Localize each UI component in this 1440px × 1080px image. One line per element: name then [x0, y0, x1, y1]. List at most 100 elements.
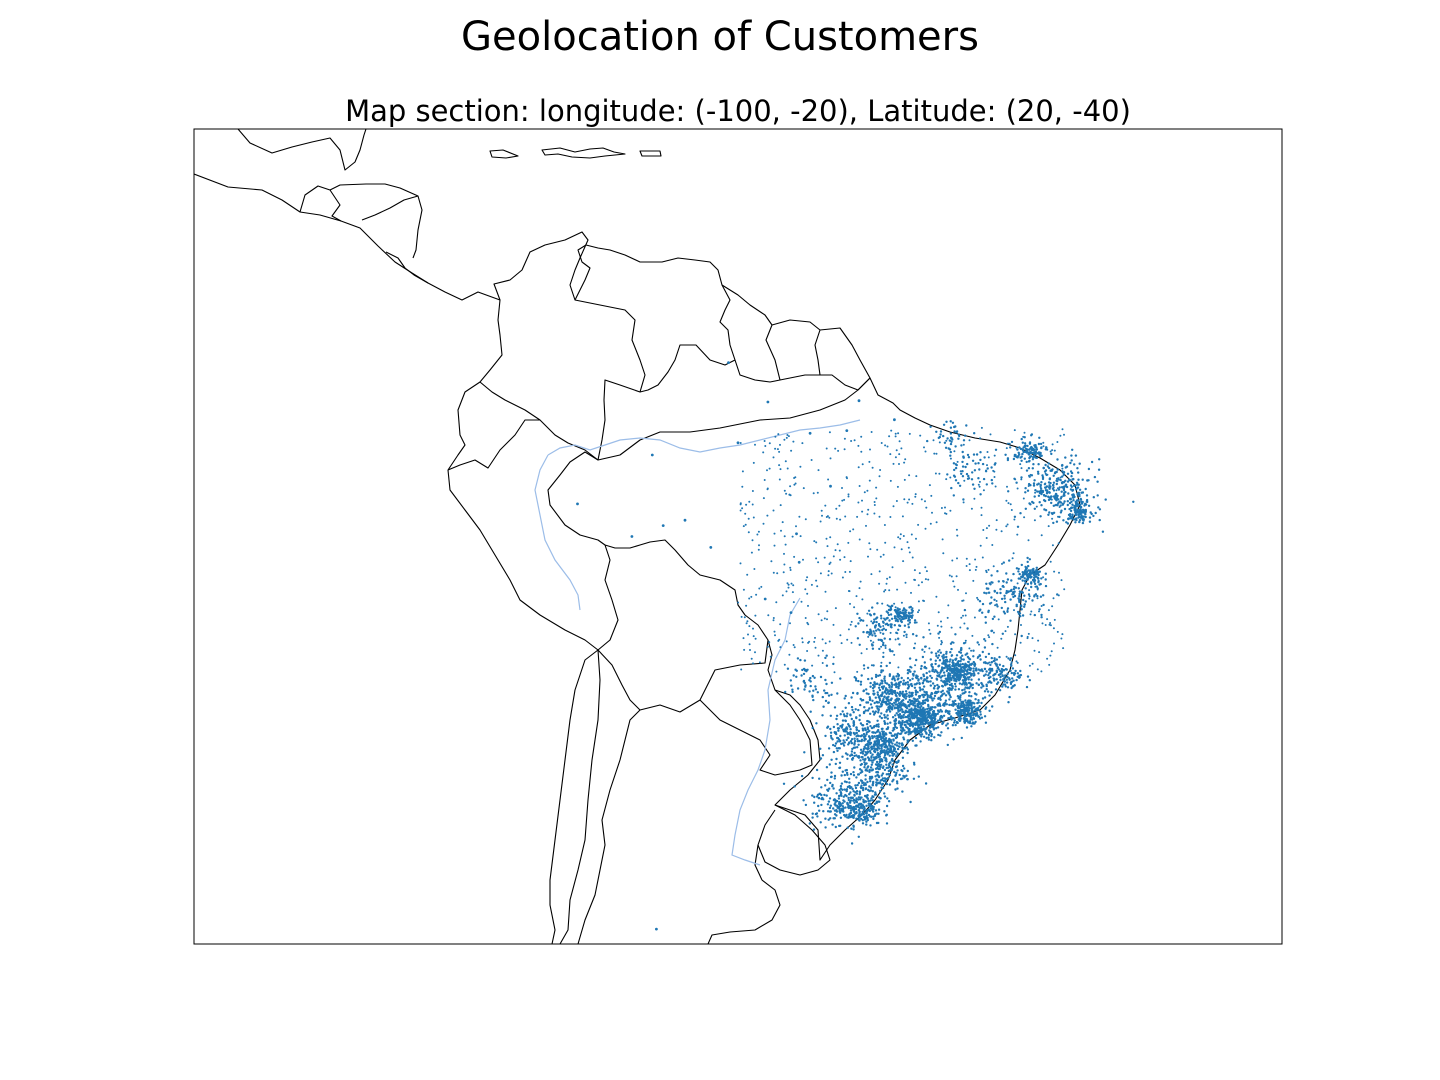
- customer-point: [914, 699, 918, 703]
- customer-point: [833, 777, 836, 780]
- customer-point: [900, 548, 903, 551]
- customer-point: [791, 591, 794, 594]
- customer-point: [863, 758, 866, 761]
- customer-point: [857, 708, 860, 712]
- customer-point: [913, 707, 916, 710]
- customer-point: [920, 730, 923, 734]
- customer-point: [899, 724, 903, 727]
- customer-point: [1071, 448, 1074, 451]
- customer-point: [1032, 484, 1036, 487]
- customer-point: [930, 734, 933, 738]
- customer-point: [944, 512, 946, 515]
- customer-point: [845, 429, 849, 432]
- customer-point: [757, 530, 760, 533]
- customer-point: [930, 693, 933, 696]
- customer-point: [911, 633, 915, 636]
- customer-point: [741, 485, 744, 488]
- customer-point: [950, 626, 953, 629]
- customer-point: [903, 630, 906, 634]
- customer-point: [1062, 502, 1065, 505]
- customer-point: [889, 721, 892, 724]
- customer-point: [1024, 507, 1028, 510]
- customer-point: [961, 689, 964, 692]
- customer-point: [883, 695, 886, 699]
- customer-point: [866, 818, 869, 822]
- customer-point: [1008, 559, 1011, 562]
- customer-point: [859, 722, 863, 725]
- customer-point: [887, 690, 890, 693]
- customer-point: [950, 486, 953, 490]
- customer-point: [896, 678, 899, 681]
- customer-point: [886, 745, 889, 749]
- customer-point: [1056, 458, 1059, 461]
- customer-point: [870, 807, 873, 810]
- customer-point: [808, 690, 811, 693]
- customer-point: [856, 670, 859, 673]
- customer-point: [881, 643, 885, 647]
- customer-point: [930, 697, 933, 700]
- customer-point: [841, 499, 844, 502]
- customer-point: [868, 542, 871, 545]
- customer-point: [1042, 603, 1045, 607]
- customer-point: [878, 688, 882, 692]
- customer-point: [871, 753, 874, 756]
- customer-point: [798, 515, 801, 518]
- customer-point: [858, 587, 861, 590]
- customer-point: [883, 713, 886, 717]
- customer-point: [987, 674, 990, 677]
- customer-point: [988, 524, 991, 527]
- customer-point: [853, 794, 856, 797]
- customer-point: [953, 430, 956, 433]
- customer-point: [817, 561, 820, 564]
- customer-point: [872, 745, 875, 748]
- customer-point: [1016, 661, 1019, 664]
- customer-point: [794, 482, 797, 485]
- customer-point: [887, 695, 890, 698]
- customer-point: [1008, 678, 1011, 681]
- customer-point: [927, 733, 931, 737]
- customer-point: [846, 638, 849, 641]
- customer-point: [888, 605, 890, 608]
- customer-point: [941, 669, 944, 672]
- customer-point: [1034, 489, 1037, 492]
- customer-point: [745, 503, 748, 506]
- customer-point: [945, 658, 948, 661]
- customer-point: [961, 460, 964, 464]
- customer-point: [839, 677, 842, 680]
- customer-point: [836, 723, 839, 726]
- customer-point: [953, 585, 956, 588]
- customer-point: [1030, 585, 1033, 589]
- customer-point: [859, 751, 863, 754]
- customer-point: [980, 506, 983, 509]
- customer-point: [1012, 552, 1015, 555]
- customer-point: [957, 718, 960, 721]
- customer-point: [1039, 515, 1042, 518]
- customer-point: [803, 751, 806, 754]
- customer-point: [993, 589, 996, 593]
- customer-point: [823, 689, 826, 692]
- customer-point: [1024, 600, 1028, 603]
- customer-point: [984, 615, 987, 619]
- customer-point: [1044, 572, 1048, 575]
- customer-point: [978, 717, 982, 720]
- customer-point: [990, 681, 993, 684]
- customer-point: [989, 583, 992, 586]
- customer-point: [949, 432, 953, 435]
- customer-point: [1056, 504, 1059, 507]
- customer-point: [893, 679, 897, 682]
- customer-point: [867, 555, 869, 558]
- customer-point: [969, 718, 972, 721]
- customer-point: [773, 630, 776, 633]
- customer-point: [1033, 507, 1037, 510]
- customer-point: [981, 602, 985, 606]
- customer-point: [972, 649, 975, 652]
- customer-point: [888, 769, 892, 772]
- customer-point: [950, 440, 953, 443]
- customer-point: [941, 655, 944, 658]
- customer-point: [880, 442, 883, 444]
- customer-point: [874, 775, 877, 778]
- customer-point: [858, 793, 861, 796]
- customer-point: [917, 584, 920, 587]
- customer-point: [1035, 566, 1039, 569]
- customer-point: [952, 641, 955, 644]
